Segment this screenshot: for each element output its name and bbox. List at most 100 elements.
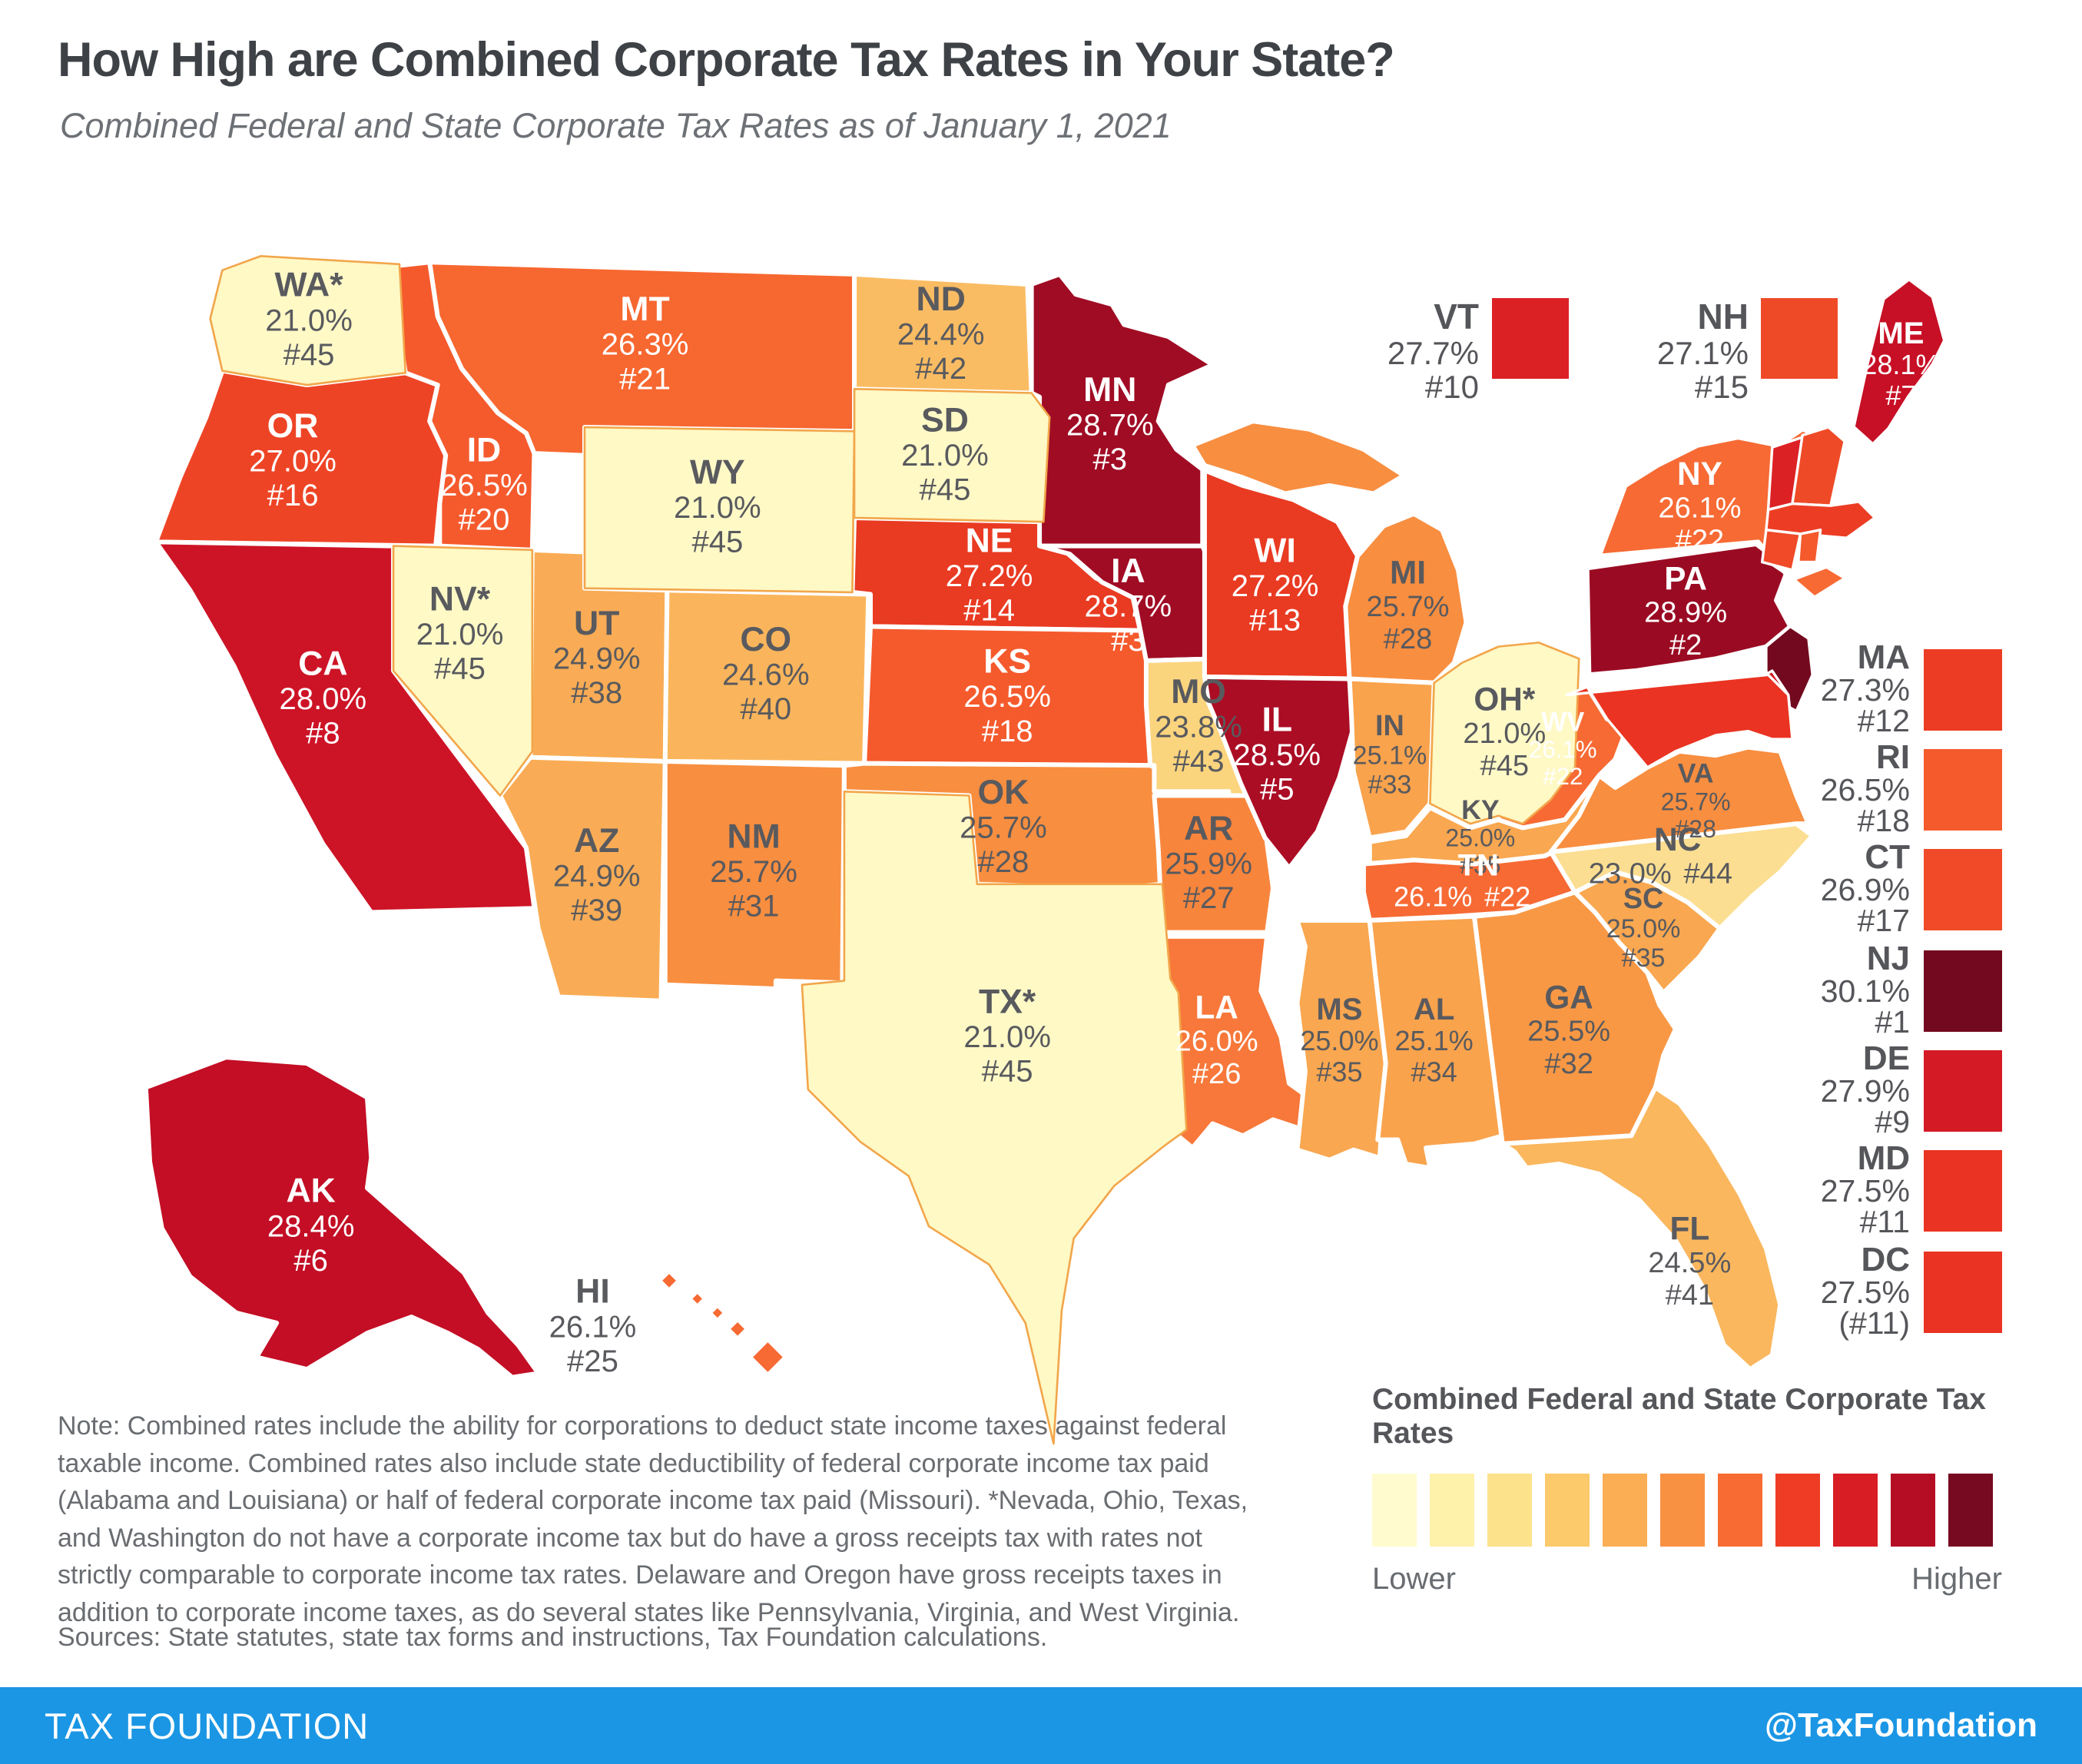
state-OH-rate: 21.0% [1463, 718, 1546, 750]
callout-DE-rate: 27.9% [1821, 1073, 1910, 1109]
state-IA-rate: 28.7% [1085, 589, 1172, 623]
legend-swatch-8 [1775, 1474, 1820, 1547]
state-MD-shape [1565, 673, 1794, 769]
callout-RI-swatch [1924, 749, 2002, 831]
state-MI-rank: #28 [1384, 623, 1433, 655]
state-FL-shape [1500, 1085, 1783, 1372]
legend-high-label: Higher [1911, 1562, 2002, 1596]
state-IA-rank: #3 [1111, 624, 1145, 658]
state-MN-label: MN [1083, 371, 1136, 409]
legend-color-ramp [1372, 1474, 2002, 1547]
state-LA-rank: #26 [1192, 1058, 1242, 1090]
state-ID-label: ID [467, 432, 502, 469]
state-IL-rank: #5 [1260, 773, 1295, 807]
state-AL-label: AL [1414, 993, 1454, 1026]
state-AR-rate: 25.9% [1165, 847, 1252, 881]
state-ND-label: ND [917, 280, 966, 318]
state-MN-rate: 28.7% [1066, 409, 1154, 443]
state-SC-rate: 25.0% [1606, 914, 1681, 943]
state-NC-label: NC [1654, 821, 1701, 857]
legend-swatch-6 [1660, 1474, 1705, 1547]
state-WA-shape [209, 255, 407, 386]
legend-swatch-10 [1891, 1474, 1935, 1547]
state-OR-label: OR [267, 407, 319, 445]
state-HI-rate: 26.1% [549, 1310, 637, 1344]
state-AZ-label: AZ [574, 822, 619, 860]
state-VA-label: VA [1678, 758, 1714, 789]
callout-NH-swatch [1761, 298, 1838, 379]
state-MO-rate: 23.8% [1155, 711, 1242, 744]
sources-text: Sources: State statutes, state tax forms… [58, 1623, 1048, 1652]
callout-DE-label: DE [1863, 1040, 1910, 1077]
state-UT-rate: 24.9% [553, 642, 641, 675]
state-OH-rank: #45 [1480, 750, 1530, 782]
state-NE-rate: 27.2% [946, 559, 1033, 593]
legend-swatch-5 [1603, 1474, 1647, 1547]
state-FL-rate: 24.5% [1648, 1247, 1731, 1279]
state-OH-label: OH* [1474, 681, 1535, 718]
state-NY-rate: 26.1% [1658, 492, 1741, 524]
callout-DC-swatch [1924, 1252, 2002, 1333]
callout-MA-rank: #12 [1858, 703, 1910, 738]
callout-CT-label: CT [1865, 838, 1910, 876]
state-CO-rank: #40 [740, 692, 791, 726]
state-PA-rank: #2 [1669, 629, 1702, 662]
callout-VT-rate: 27.7% [1387, 335, 1479, 371]
state-OR-rate: 27.0% [249, 445, 337, 479]
state-WV-rank: #22 [1543, 763, 1583, 790]
state-WA-label: WA* [275, 267, 344, 304]
callout-MA-rate: 27.3% [1821, 672, 1910, 708]
state-MT-label: MT [620, 290, 669, 328]
callout-DC-rate: 27.5% [1821, 1275, 1910, 1310]
state-TX-rank: #45 [982, 1055, 1033, 1089]
state-MS-rank: #35 [1316, 1056, 1362, 1087]
callout-CT-rank: #17 [1858, 903, 1910, 938]
callout-DE-swatch [1924, 1050, 2002, 1132]
callout-VT-swatch [1492, 298, 1569, 379]
state-ID-rank: #20 [459, 503, 510, 537]
state-CO-rate: 24.6% [722, 658, 810, 691]
state-HI-rank: #25 [567, 1345, 618, 1378]
state-WI-rate: 27.2% [1232, 569, 1319, 603]
state-SD-rate: 21.0% [901, 439, 989, 472]
state-NY-label: NY [1677, 456, 1722, 492]
state-OK-rank: #28 [977, 845, 1029, 879]
state-WA-rank: #45 [283, 338, 335, 372]
state-ND-rate: 24.4% [897, 318, 985, 352]
state-AK-rate: 28.4% [267, 1209, 355, 1243]
callout-DC-label: DC [1861, 1241, 1910, 1278]
callout-NJ-label: NJ [1867, 940, 1910, 977]
state-NM-rank: #31 [728, 890, 780, 923]
state-KY-rank: #35 [1460, 851, 1500, 879]
state-SD-shape [853, 387, 1051, 523]
note-text: Note: Combined rates include the ability… [58, 1411, 1248, 1628]
state-WI-label: WI [1254, 532, 1295, 570]
callout-MD-swatch [1924, 1150, 2002, 1232]
state-AL-rate: 25.1% [1394, 1025, 1473, 1056]
state-GA-label: GA [1544, 979, 1593, 1015]
state-NY-rank: #22 [1676, 525, 1725, 557]
callout-NH-rate: 27.1% [1657, 335, 1749, 371]
state-IL-label: IL [1261, 701, 1292, 739]
state-KY-label: KY [1461, 794, 1500, 825]
state-WV-rate: 26.1% [1529, 736, 1597, 763]
state-NE-rank: #14 [963, 594, 1015, 628]
state-AR-rank: #27 [1183, 881, 1235, 915]
state-NM-label: NM [727, 818, 780, 856]
state-WY-rank: #45 [691, 525, 743, 559]
state-ME-shape [1850, 276, 1948, 448]
state-GA-rank: #32 [1544, 1048, 1593, 1080]
state-AZ-rank: #39 [571, 894, 622, 927]
state-NC-rate: 23.0% [1589, 857, 1672, 890]
state-TN-label: TN [1458, 848, 1499, 882]
state-SD-rank: #45 [920, 472, 971, 506]
state-IL-rate: 28.5% [1233, 738, 1321, 772]
state-PA-rate: 28.9% [1644, 597, 1727, 629]
legend-swatch-7 [1718, 1474, 1762, 1547]
callout-DC-rank: (#11) [1838, 1305, 1910, 1341]
